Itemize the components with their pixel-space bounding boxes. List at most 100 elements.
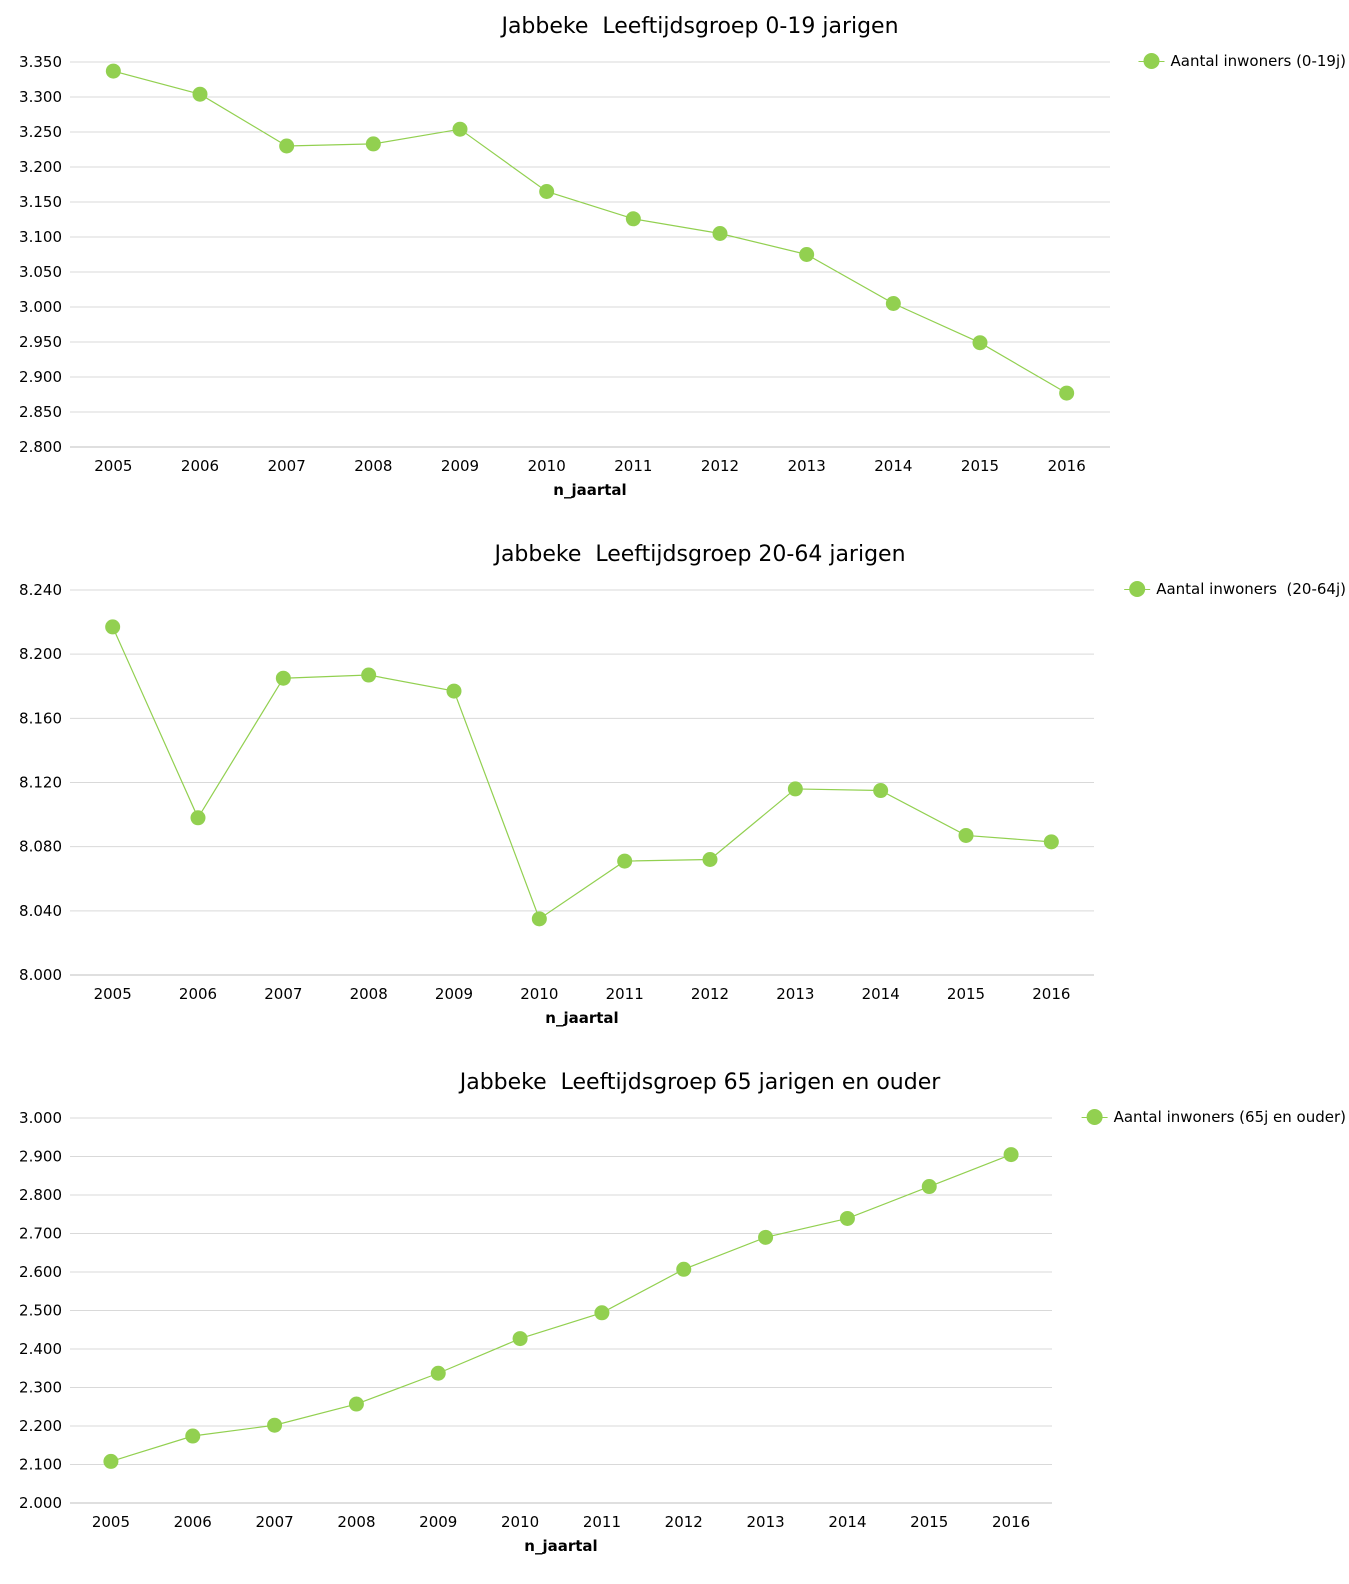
x-tick-label: 2010 [520, 985, 558, 1003]
y-tick-label: 2.850 [19, 403, 62, 421]
series-line [112, 626, 1052, 920]
x-tick-label: 2011 [606, 985, 644, 1003]
legend: Aantal inwoners (0-19j) [1138, 52, 1347, 70]
x-tick-label: 2009 [441, 457, 479, 475]
x-tick-label: 2016 [992, 1513, 1030, 1531]
plot-area: 3.000 2.900 2.800 2.700 2.600 2.500 2.400 2.300… [19, 1109, 1052, 1555]
x-tick-label: 2014 [862, 985, 900, 1003]
y-tick-label: 2.900 [19, 368, 62, 386]
y-tick-label: 3.250 [19, 123, 62, 141]
x-tick-label: 2010 [501, 1513, 539, 1531]
data-point [617, 853, 633, 869]
x-tick-label: 2005 [94, 985, 132, 1003]
y-tick-label: 2.400 [19, 1340, 62, 1358]
y-tick-label: 8.000 [19, 966, 62, 984]
legend-label: Aantal inwoners (20-64j) [1156, 580, 1346, 598]
data-point [105, 63, 121, 79]
y-tick-label: 8.120 [19, 774, 62, 792]
data-point [873, 783, 889, 799]
x-tick-label: 2006 [174, 1513, 212, 1531]
x-tick-label: 2005 [92, 1513, 130, 1531]
y-tick-label: 2.800 [19, 438, 62, 456]
plot-area: 3.350 3.300 3.250 3.200 3.150 3.100 3.050 3.000… [19, 53, 1110, 499]
x-tick-label: 2015 [910, 1513, 948, 1531]
data-point [702, 852, 718, 867]
x-tick-label: 2013 [788, 457, 826, 475]
data-point [676, 1261, 692, 1277]
data-point [103, 1453, 119, 1469]
y-tick-label: 8.160 [19, 709, 62, 727]
y-tick-label: 3.100 [19, 228, 62, 246]
data-point [348, 1396, 364, 1412]
x-tick-label: 2007 [255, 1513, 293, 1531]
y-tick-label: 2.900 [19, 1148, 62, 1166]
chart-title: Jabbeke Leeftijdsgroep 20-64 jarigen [494, 542, 906, 567]
x-axis-title: n_jaartal [545, 1009, 618, 1027]
x-tick-label: 2006 [179, 985, 217, 1003]
data-point [365, 136, 381, 152]
y-tick-label: 3.000 [19, 298, 62, 316]
data-point [885, 296, 901, 311]
legend-label: Aantal inwoners (65j en ouder) [1113, 1108, 1346, 1126]
legend-label: Aantal inwoners (0-19j) [1170, 52, 1347, 70]
x-tick-label: 2008 [350, 985, 388, 1003]
y-tick-label: 2.600 [19, 1263, 62, 1281]
x-tick-label: 2016 [1048, 457, 1086, 475]
data-point [105, 619, 121, 635]
x-tick-label: 2009 [419, 1513, 457, 1531]
y-tick-label: 3.150 [19, 193, 62, 211]
x-axis-title: n_jaartal [524, 1537, 597, 1555]
series-line [110, 1154, 1012, 1462]
data-point [531, 911, 547, 927]
chart-20-64: Jabbeke Leeftijdsgroep 20-64 jarigen Aan… [0, 528, 1349, 1056]
chart-65-plus: Jabbeke Leeftijdsgroep 65 jarigen en oud… [0, 1056, 1349, 1584]
legend-marker-icon [1138, 53, 1165, 69]
legend-marker-icon [1081, 1109, 1108, 1125]
chart-0-19: Jabbeke Leeftijdsgroep 0-19 jarigen Aant… [0, 0, 1349, 528]
x-tick-label: 2014 [874, 457, 912, 475]
x-tick-label: 2012 [691, 985, 729, 1003]
data-point [361, 667, 377, 683]
data-point [1003, 1147, 1019, 1163]
data-point [1043, 834, 1059, 850]
x-tick-label: 2007 [264, 985, 302, 1003]
x-tick-label: 2013 [776, 985, 814, 1003]
x-tick-label: 2015 [947, 985, 985, 1003]
y-tick-label: 2.000 [19, 1494, 62, 1512]
x-tick-label: 2007 [268, 457, 306, 475]
x-tick-label: 2009 [435, 985, 473, 1003]
x-tick-label: 2008 [354, 457, 392, 475]
y-tick-label: 3.000 [19, 1109, 62, 1127]
y-tick-label: 8.040 [19, 902, 62, 920]
data-point [594, 1305, 610, 1321]
y-tick-label: 2.200 [19, 1417, 62, 1435]
data-point [799, 247, 815, 262]
data-point [430, 1365, 446, 1381]
data-point [279, 138, 295, 154]
y-tick-label: 8.240 [19, 581, 62, 599]
y-tick-label: 2.500 [19, 1302, 62, 1320]
y-tick-label: 8.080 [19, 838, 62, 856]
y-tick-label: 2.800 [19, 1186, 62, 1204]
data-point [972, 335, 988, 351]
data-point [539, 184, 555, 199]
x-tick-label: 2011 [614, 457, 652, 475]
y-tick-label: 3.300 [19, 88, 62, 106]
chart-title: Jabbeke Leeftijdsgroep 65 jarigen en oud… [459, 1070, 941, 1095]
x-tick-label: 2005 [94, 457, 132, 475]
legend: Aantal inwoners (20-64j) [1124, 580, 1346, 598]
data-point [190, 810, 206, 826]
data-point [267, 1417, 283, 1433]
data-point [839, 1210, 855, 1226]
x-tick-label: 2012 [701, 457, 739, 475]
x-tick-label: 2006 [181, 457, 219, 475]
chart-title: Jabbeke Leeftijdsgroep 0-19 jarigen [501, 14, 899, 39]
data-point [712, 226, 728, 241]
data-point [446, 683, 462, 699]
x-tick-label: 2012 [665, 1513, 703, 1531]
data-point [185, 1428, 201, 1444]
x-axis-title: n_jaartal [553, 481, 626, 499]
y-tick-label: 8.200 [19, 645, 62, 663]
x-tick-label: 2008 [337, 1513, 375, 1531]
data-point [787, 781, 803, 797]
